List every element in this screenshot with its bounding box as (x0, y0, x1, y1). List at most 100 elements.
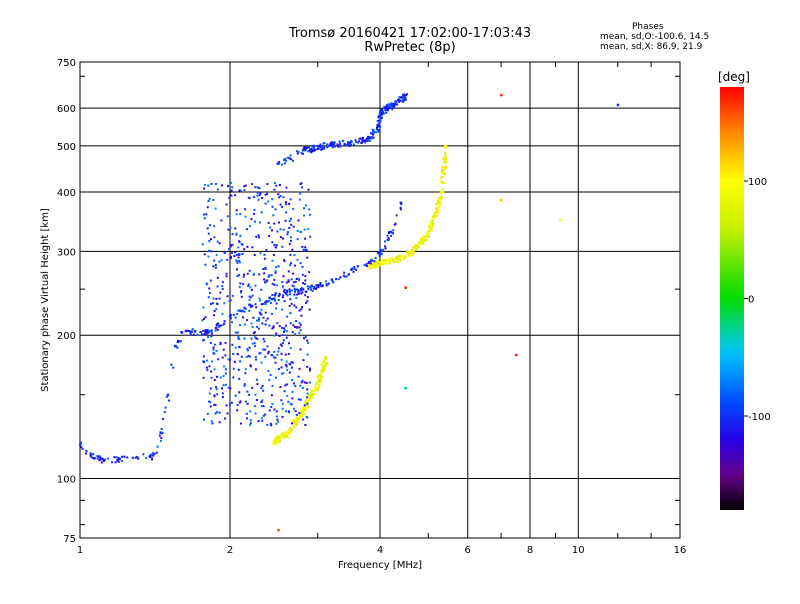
echo-point (299, 289, 302, 292)
echo-point (311, 145, 314, 148)
echo-point (293, 421, 296, 424)
echo-point (259, 191, 262, 194)
echo-point (435, 214, 438, 217)
echo-point (369, 136, 372, 139)
echo-point (248, 309, 251, 312)
echo-point (314, 287, 317, 290)
echo-point (234, 316, 237, 319)
echo-point (435, 207, 438, 210)
colorbar-label: [deg] (718, 70, 750, 84)
echo-point (107, 457, 110, 460)
trace-point (399, 201, 403, 205)
echo-point (270, 298, 273, 301)
echo-point (264, 266, 267, 269)
echo-point (232, 352, 235, 355)
echo-point (292, 207, 295, 210)
echo-point (295, 418, 298, 421)
echo-point (289, 217, 292, 220)
echo-point (395, 214, 398, 217)
echo-point (224, 383, 227, 386)
echo-point (238, 259, 241, 262)
echo-point (276, 230, 279, 233)
echo-point (256, 194, 259, 197)
echo-point (236, 409, 239, 412)
echo-point (353, 266, 356, 269)
echo-point (230, 401, 233, 404)
echo-point (278, 440, 281, 443)
echo-point (313, 145, 316, 148)
echo-point (283, 162, 286, 165)
echo-point (288, 242, 291, 245)
echo-point (294, 280, 297, 283)
echo-point (294, 410, 297, 413)
echo-point (372, 264, 375, 267)
echo-point (96, 457, 99, 460)
echo-point (395, 258, 398, 261)
echo-point (392, 102, 395, 105)
echo-point (210, 334, 213, 337)
echo-point (270, 394, 273, 397)
isolated-point (515, 353, 518, 357)
echo-point (342, 140, 345, 143)
echo-point (121, 460, 124, 463)
echo-point (275, 284, 278, 287)
echo-point (289, 198, 292, 201)
echo-point (247, 354, 250, 357)
echo-point (215, 326, 218, 329)
echo-point (407, 254, 410, 257)
echo-point (368, 263, 371, 266)
echo-point (382, 112, 385, 115)
echo-point (201, 319, 204, 322)
echo-point (399, 255, 402, 258)
echo-point (442, 169, 445, 172)
echo-point (158, 434, 161, 437)
echo-point (284, 203, 287, 206)
echo-point (312, 393, 315, 396)
echo-point (202, 306, 205, 309)
echo-point (393, 261, 396, 264)
echo-point (379, 118, 382, 121)
echo-point (444, 167, 447, 170)
echo-point (291, 361, 294, 364)
echo-point (390, 234, 393, 237)
echo-point (240, 243, 243, 246)
echo-point (273, 438, 276, 441)
echo-point (291, 366, 294, 369)
echo-point (368, 139, 371, 142)
echo-point (376, 123, 379, 126)
echo-point (350, 139, 353, 142)
echo-point (224, 354, 227, 357)
echo-point (434, 211, 437, 214)
echo-point (443, 156, 446, 159)
echo-point (300, 292, 303, 295)
echo-point (394, 258, 397, 261)
echo-point (305, 404, 308, 407)
echo-point (262, 405, 265, 408)
echo-point (280, 358, 283, 361)
y-axis-label: Stationary phase Virtual Height [km] (40, 208, 51, 392)
echo-point (209, 238, 212, 241)
echo-point (214, 266, 217, 269)
echo-point (374, 266, 377, 269)
echo-point (236, 353, 239, 356)
echo-point (254, 393, 257, 396)
echo-point (206, 359, 209, 362)
echo-point (280, 372, 283, 375)
echo-point (248, 225, 251, 228)
echo-point (269, 422, 272, 425)
echo-point (223, 302, 226, 305)
echo-point (422, 235, 425, 238)
echo-point (289, 402, 292, 405)
echo-point (113, 456, 116, 459)
echo-point (275, 292, 278, 295)
echo-point (366, 265, 369, 268)
echo-point (272, 326, 275, 329)
echo-point (237, 256, 240, 259)
echo-point (254, 368, 257, 371)
echo-point (267, 221, 270, 224)
echo-point (215, 388, 218, 391)
echo-point (284, 291, 287, 294)
echo-point (296, 424, 299, 427)
echo-point (289, 347, 292, 350)
echo-point (231, 321, 234, 324)
